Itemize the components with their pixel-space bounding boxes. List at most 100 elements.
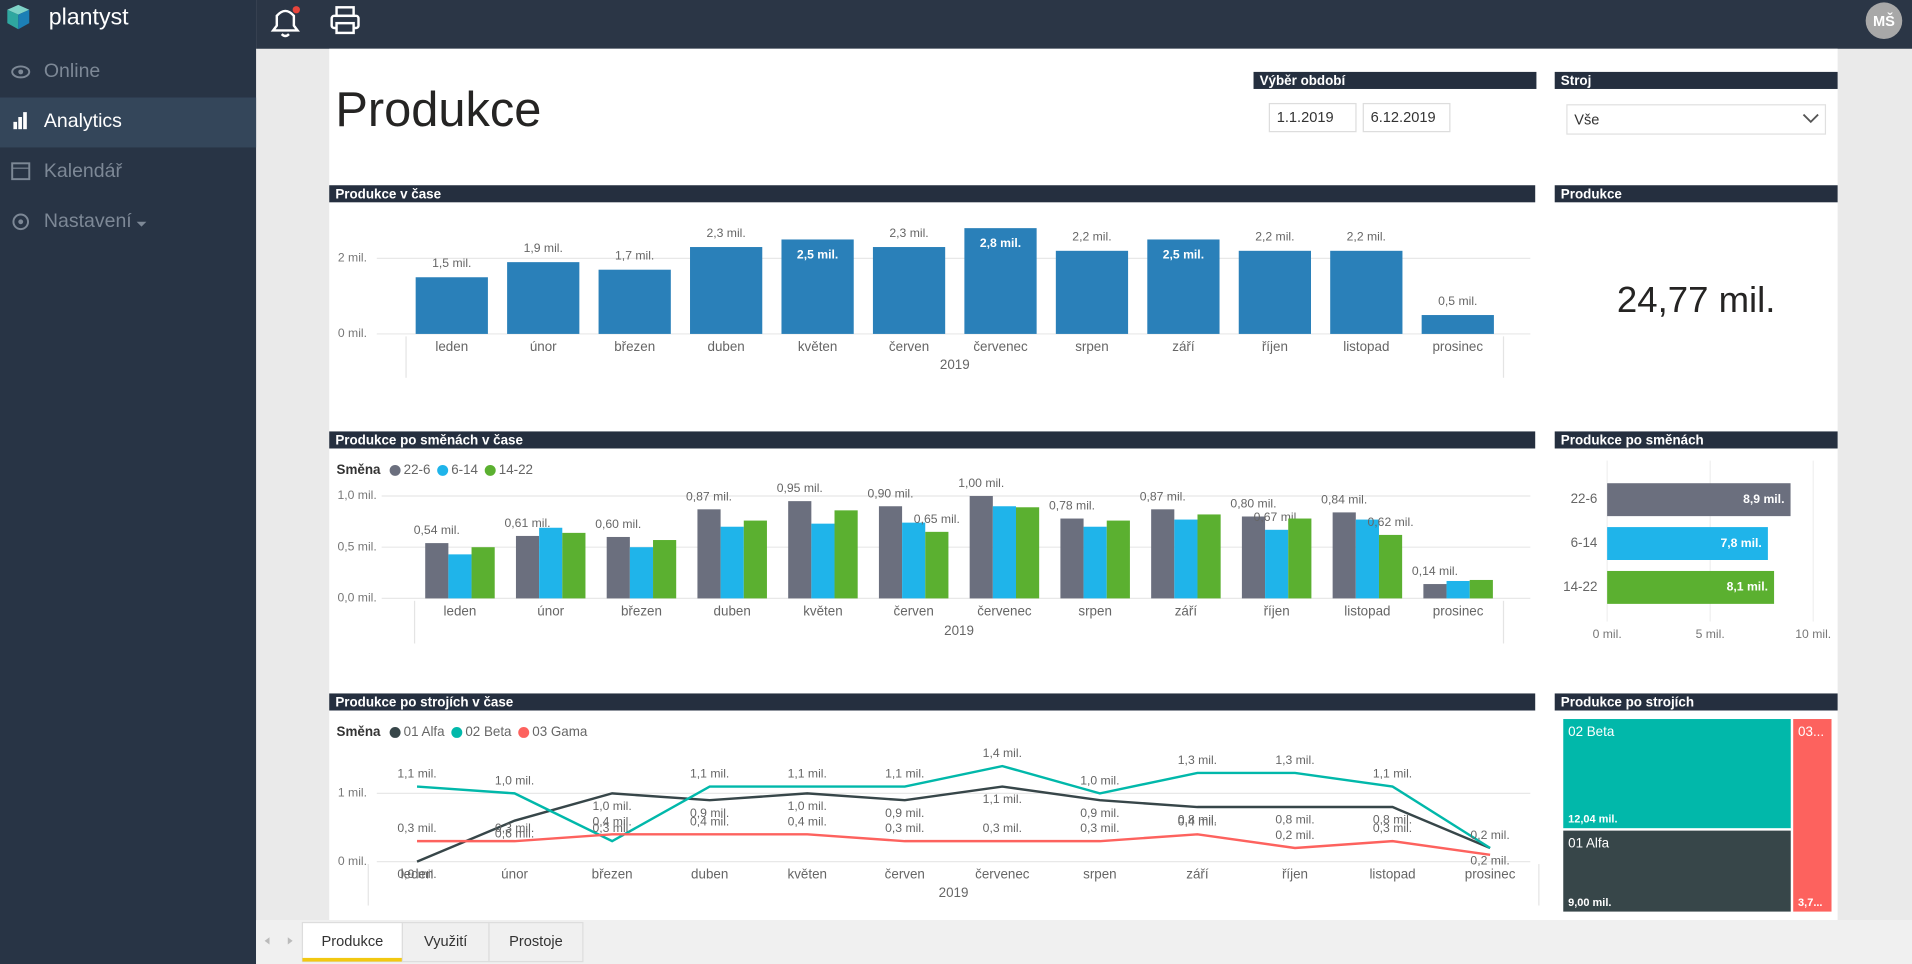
section-title: Stroj	[1561, 73, 1592, 88]
x-tick-label: červenec	[973, 339, 1028, 354]
nav-icon	[18, 69, 24, 75]
x-tick-label: srpen	[1083, 867, 1117, 882]
tab-next[interactable]	[287, 937, 293, 945]
x-tick-label: červen	[889, 339, 929, 354]
y-tick-label: 22-6	[1571, 491, 1598, 506]
data-label: 0,95 mil.	[777, 481, 823, 495]
treemap-tile	[1793, 719, 1832, 912]
section-header	[1554, 693, 1838, 711]
data-label: 1,0 mil.	[1080, 773, 1119, 787]
tab-label: Využití	[424, 934, 467, 950]
data-label: 8,9 mil.	[1743, 492, 1784, 506]
x-tick-label: červen	[885, 867, 925, 882]
legend-marker	[484, 464, 496, 476]
bar	[1238, 250, 1311, 334]
x-tick-label: květen	[788, 867, 827, 882]
bar	[507, 262, 580, 334]
bar	[811, 523, 835, 599]
bar	[1060, 518, 1084, 599]
line	[416, 785, 1491, 863]
data-label: 0,9 mil.	[885, 806, 924, 820]
bar	[1378, 534, 1403, 599]
data-label: 2,8 mil.	[980, 236, 1021, 250]
section-header	[329, 431, 1536, 449]
bar	[781, 239, 854, 334]
y-tick-label: 2 mil.	[338, 251, 367, 265]
data-label: 1,1 mil.	[885, 767, 924, 781]
x-tick-label: listopad	[1343, 339, 1389, 354]
bar	[1083, 526, 1107, 599]
section-title: Výběr období	[1260, 73, 1347, 88]
data-label: 2,5 mil.	[797, 248, 838, 262]
x-tick-label: prosinec	[1432, 339, 1483, 354]
date-input[interactable]	[1362, 102, 1451, 133]
bar	[1174, 519, 1198, 599]
nav-icon	[18, 219, 24, 225]
x-tick-label: květen	[798, 339, 837, 354]
tab-indicator	[302, 957, 403, 962]
data-label: 1,0 mil.	[788, 799, 827, 813]
x-tick-label: únor	[537, 603, 564, 618]
y-tick-label: 1 mil.	[338, 786, 367, 800]
avatar[interactable]	[1865, 2, 1903, 39]
y-tick-label: 6-14	[1571, 535, 1598, 550]
line	[416, 764, 1491, 850]
x-tick-label: březen	[621, 603, 662, 618]
bar	[690, 247, 763, 334]
section-title: Produkce	[1561, 187, 1622, 202]
data-label: 0,80 mil.	[1230, 497, 1276, 511]
data-label: 0,3 mil.	[1080, 821, 1119, 835]
nav-icon	[12, 213, 30, 231]
section-header	[1554, 185, 1838, 203]
y-tick-label: 14-22	[1563, 579, 1597, 594]
bar	[415, 277, 488, 334]
bar	[1147, 239, 1220, 334]
date-input[interactable]	[1268, 102, 1357, 133]
bar	[1330, 250, 1403, 334]
data-label: 0,2 mil.	[1470, 828, 1509, 842]
machine-dropdown[interactable]	[1566, 104, 1827, 135]
tab-label: Produkce	[322, 934, 384, 950]
tab-label: Prostoje	[509, 934, 563, 950]
x-tick-label: duben	[714, 603, 751, 618]
x-group-label: 2019	[944, 623, 974, 638]
data-label: 0,3 mil.	[983, 821, 1022, 835]
dropdown-value: Vše	[1574, 113, 1599, 129]
bar	[1469, 579, 1493, 599]
nav-item[interactable]: Online	[44, 60, 100, 82]
data-label: 1,0 mil.	[592, 799, 631, 813]
data-label: 2,5 mil.	[1163, 248, 1204, 262]
x-tick-label: březen	[614, 339, 655, 354]
bar	[1446, 580, 1470, 599]
section-header	[1253, 71, 1537, 89]
legend-label: 01 Alfa	[404, 724, 446, 739]
data-label: 0,9 mil.	[1080, 806, 1119, 820]
section-header	[1554, 71, 1838, 89]
nav-icon	[11, 162, 31, 181]
data-label: 1,1 mil.	[788, 767, 827, 781]
data-label: 0,8 mil.	[1373, 813, 1412, 827]
nav-icon	[11, 65, 31, 79]
bar	[471, 547, 495, 599]
data-label: 1,3 mil.	[1275, 753, 1314, 767]
nav-item[interactable]: Kalendář	[44, 160, 123, 182]
data-label: 0,2 mil.	[1470, 854, 1509, 868]
bar	[1423, 584, 1447, 599]
x-tick-label: květen	[803, 603, 842, 618]
print-button[interactable]	[330, 6, 360, 35]
nav-caret	[136, 221, 147, 227]
x-tick-label: 0 mil.	[1593, 627, 1622, 641]
nav-item[interactable]: Nastavení	[44, 210, 132, 232]
x-tick-label: listopad	[1344, 603, 1390, 618]
data-label: 0,3 mil.	[592, 821, 631, 835]
data-label: 0,0 mil.	[397, 867, 436, 881]
bell-button[interactable]	[270, 6, 300, 38]
bar	[1106, 520, 1130, 599]
tab-prev[interactable]	[264, 937, 270, 945]
x-tick-label: listopad	[1369, 867, 1415, 882]
tab[interactable]	[401, 921, 490, 963]
tab[interactable]	[488, 921, 584, 963]
top-bar	[256, 0, 1912, 49]
nav-item[interactable]: Analytics	[44, 110, 122, 132]
bar	[902, 522, 926, 599]
